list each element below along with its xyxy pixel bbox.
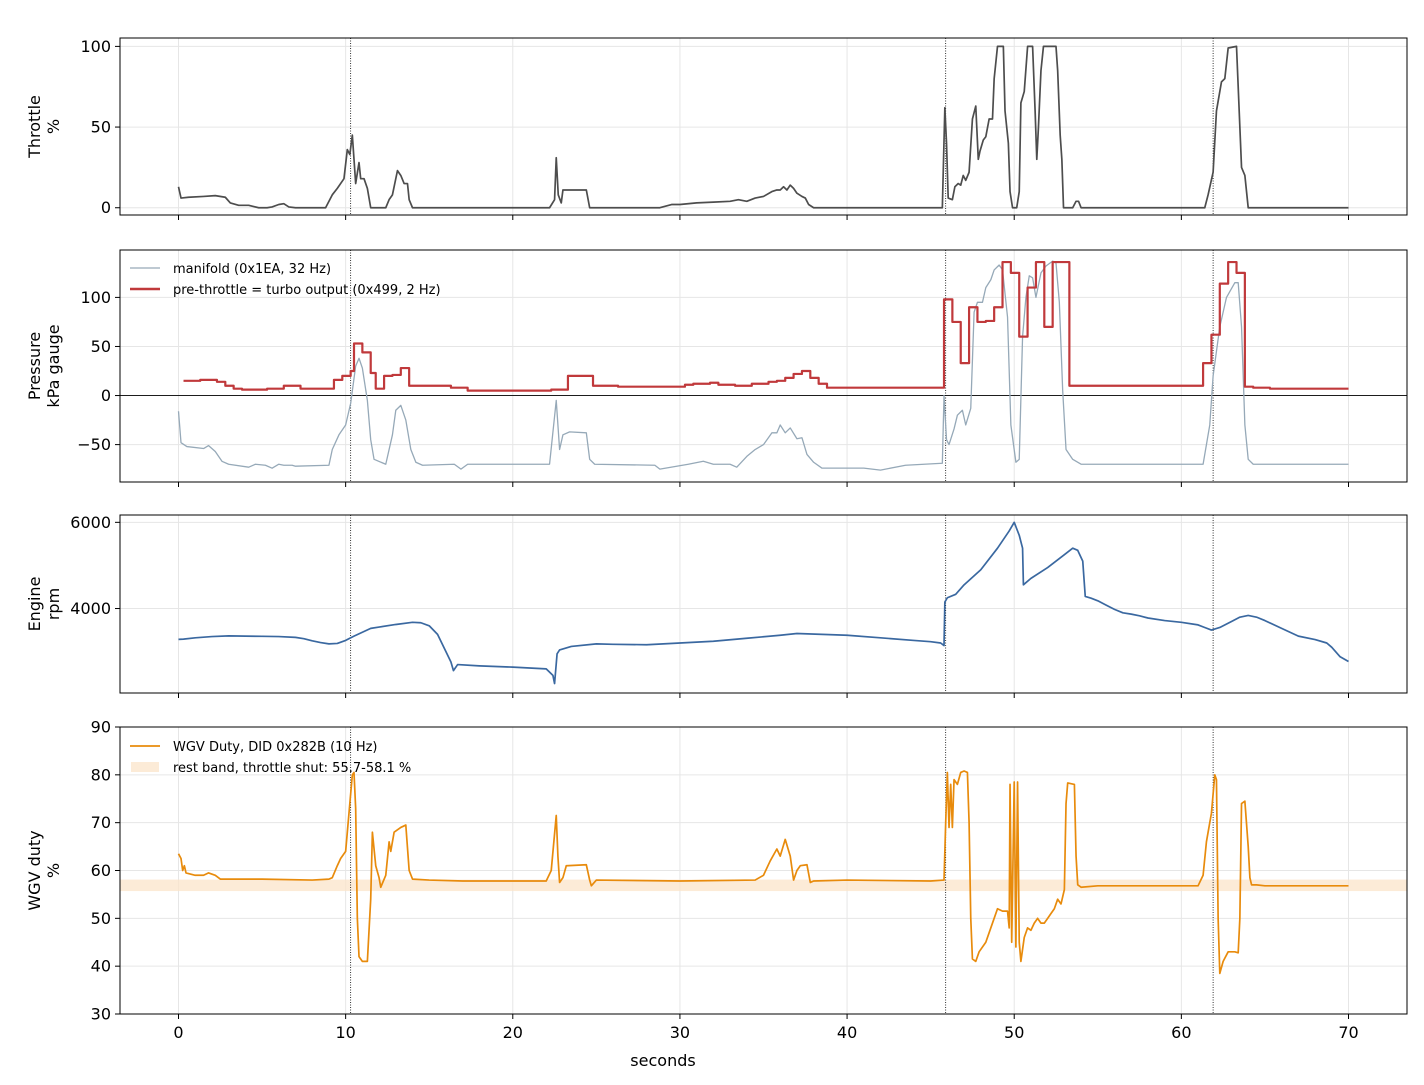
y-tick-label: 100 [80, 288, 111, 307]
y-axis-label-line: % [44, 863, 63, 878]
y-tick-label: 6000 [70, 513, 111, 532]
x-tick-label: 50 [1004, 1023, 1024, 1042]
legend-label: manifold (0x1EA, 32 Hz) [173, 262, 331, 277]
y-tick-label: 4000 [70, 599, 111, 618]
y-tick-label: 0 [101, 386, 111, 405]
x-tick-label: 20 [503, 1023, 523, 1042]
legend-label: rest band, throttle shut: 55.7-58.1 % [173, 761, 411, 776]
x-tick-label: 0 [173, 1023, 183, 1042]
y-tick-label: −50 [77, 435, 111, 454]
legend-label: pre-throttle = turbo output (0x499, 2 Hz… [173, 283, 441, 298]
x-tick-label: 70 [1338, 1023, 1358, 1042]
panel-pressure: −50 0 50 100 PressurekPa gauge manifold (0x1E… [25, 249, 1408, 487]
y-axis-label-line: rpm [44, 588, 63, 620]
gridlines [120, 38, 1407, 215]
y-tick-label: 40 [91, 957, 111, 976]
x-tick-label: 60 [1171, 1023, 1191, 1042]
panel-throttle: 0 50 100 Throttle% [25, 37, 1408, 220]
series-line-wgv-0 [177, 770, 1349, 975]
rest-band [120, 879, 1407, 892]
gridlines [120, 515, 1407, 693]
x-tick-label: 40 [837, 1023, 857, 1042]
y-tick-label: 50 [91, 909, 111, 928]
x-tick-label: 10 [335, 1023, 355, 1042]
y-tick-label: 80 [91, 765, 111, 784]
x-tick-label: 30 [670, 1023, 690, 1042]
y-tick-label: 30 [91, 1005, 111, 1024]
y-tick-label: 100 [80, 37, 111, 56]
y-axis-label-line: kPa gauge [44, 324, 63, 407]
y-tick-label: 50 [91, 337, 111, 356]
plot-frame [119, 37, 1408, 216]
y-tick-label: 90 [91, 718, 111, 737]
x-axis-label: seconds [630, 1051, 695, 1070]
y-tick-label: 0 [101, 198, 111, 217]
y-axis-label-line: Pressure [25, 332, 44, 400]
y-axis-label-line: % [44, 119, 63, 134]
legend: WGV Duty, DID 0x282B (10 Hz) rest band, t… [130, 740, 411, 776]
series-line-throttle-0 [177, 45, 1349, 209]
shared-x-axis: seconds [630, 1051, 695, 1070]
legend: manifold (0x1EA, 32 Hz) pre-throttle = tu… [130, 262, 441, 298]
y-tick-label: 70 [91, 813, 111, 832]
legend-swatch [131, 762, 159, 772]
legend-label: WGV Duty, DID 0x282B (10 Hz) [173, 740, 378, 755]
y-tick-label: 60 [91, 861, 111, 880]
y-axis-label-line: WGV duty [25, 830, 44, 910]
y-axis-label: WGV duty% [25, 830, 63, 910]
y-tick-label: 50 [91, 118, 111, 137]
plot-frame [119, 514, 1408, 694]
y-axis-label: Throttle% [25, 95, 63, 159]
y-axis-label-line: Throttle [25, 95, 44, 159]
series-line-engine-0 [178, 521, 1349, 685]
y-axis-label-line: Engine [25, 577, 44, 632]
plot-frame [119, 249, 1408, 483]
series-line-pressure-1 [183, 260, 1349, 392]
y-axis-label: PressurekPa gauge [25, 324, 63, 407]
series-line-pressure-0 [177, 260, 1349, 471]
panel-engine: 4000 6000 Enginerpm [25, 513, 1408, 698]
y-axis-label: Enginerpm [25, 577, 63, 632]
